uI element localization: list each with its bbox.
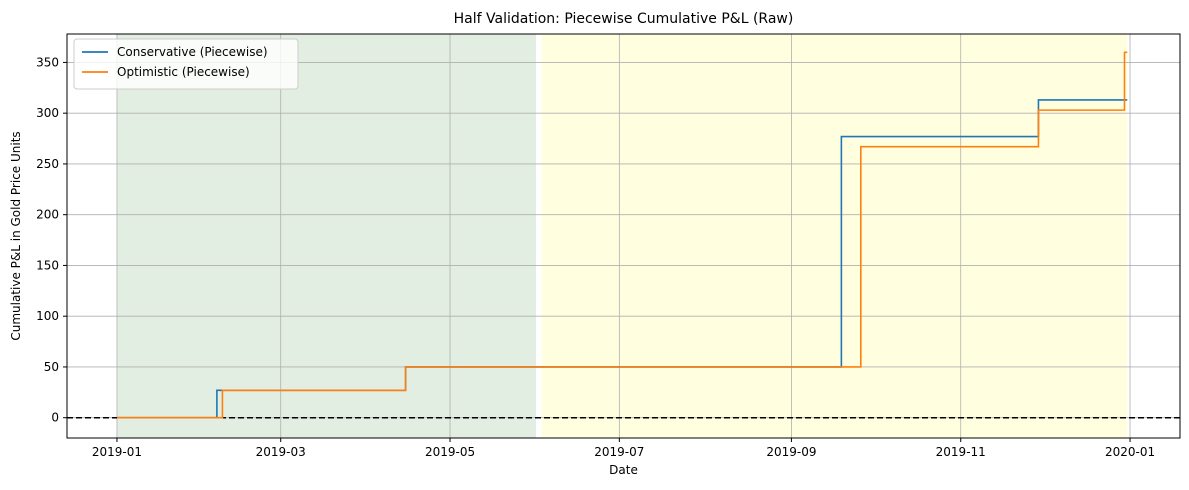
series-line-optimistic [116, 51, 1128, 419]
y-tick-label: 350 [36, 55, 59, 69]
legend-label: Conservative (Piecewise) [117, 45, 268, 59]
shaded-region-2 [541, 34, 1128, 438]
y-axis-label: Cumulative P&L in Gold Price Units [9, 131, 23, 340]
y-tick-label: 200 [36, 208, 59, 222]
x-tick-label: 2019-01 [92, 445, 142, 459]
x-tick-label: 2019-03 [256, 445, 306, 459]
legend: Conservative (Piecewise) Optimistic (Piec… [73, 38, 299, 90]
x-tick-label: 2019-09 [766, 445, 816, 459]
y-axis-ticks: 0 50 100 150 200 250 300 350 [36, 55, 67, 425]
legend-box [73, 38, 299, 90]
x-tick-label: 2019-11 [936, 445, 986, 459]
y-tick-label: 0 [51, 411, 59, 425]
legend-label: Optimistic (Piecewise) [117, 65, 250, 79]
shaded-region-1 [116, 34, 537, 438]
x-tick-label: 2020-01 [1105, 445, 1155, 459]
series-lines [116, 51, 1128, 419]
plot-frame [66, 33, 1181, 439]
y-tick-label: 300 [36, 106, 59, 120]
x-tick-label: 2019-05 [425, 445, 475, 459]
x-axis-ticks: 2019-01 2019-03 2019-05 2019-07 2019-09 2019-… [92, 438, 1155, 459]
y-tick-label: 50 [44, 360, 59, 374]
x-tick-label: 2019-07 [594, 445, 644, 459]
chart-title: Half Validation: Piecewise Cumulative P&… [454, 11, 794, 27]
y-tick-label: 100 [36, 309, 59, 323]
x-axis-label: Date [609, 463, 638, 477]
shaded-regions [116, 34, 1128, 438]
y-tick-label: 150 [36, 258, 59, 272]
y-tick-label: 250 [36, 157, 59, 171]
